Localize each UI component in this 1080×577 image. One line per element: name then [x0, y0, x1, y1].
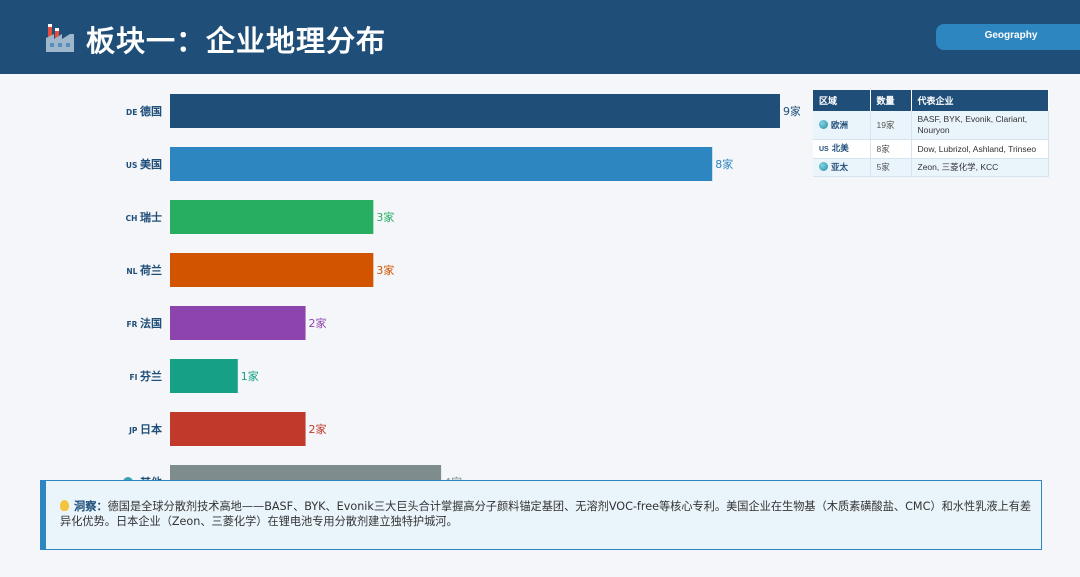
country-code: FI	[129, 373, 140, 382]
section-tag: Geography	[936, 24, 1080, 50]
bar-chart: DE 德国 9家 US 美国 8家 CH 瑞士 3家 NL 荷兰 3家 FR 法国 2家 FI 芬兰…	[123, 94, 800, 480]
data-label: 2家	[309, 316, 327, 330]
country-code: US	[126, 161, 140, 170]
table-row: 欧洲 19家 BASF, BYK, Evonik, Clariant, Nour…	[813, 111, 1049, 140]
category-label: CH 瑞士	[126, 210, 162, 224]
bar	[170, 147, 713, 181]
companies-cell: Zeon, 三菱化学, KCC	[911, 158, 1049, 177]
column-header: 代表企业	[911, 90, 1049, 111]
data-label: 8家	[715, 157, 733, 171]
data-label: 9家	[783, 104, 800, 118]
category-label: NL 荷兰	[126, 263, 162, 277]
count-cell: 19家	[870, 111, 912, 140]
data-label: 1家	[241, 369, 259, 383]
insight-text-block: 洞察：德国是全球分散剂技术高地——BASF、BYK、Evonik三大巨头合计掌握…	[60, 499, 1035, 529]
data-label: 4家	[444, 475, 462, 480]
country-code: JP	[128, 426, 140, 435]
country-name: 荷兰	[139, 263, 162, 277]
category-label: JP 日本	[128, 422, 162, 436]
section-tag-label: Geography	[984, 30, 1038, 41]
region-name: 亚太	[831, 162, 849, 172]
country-name: 瑞士	[140, 210, 162, 224]
bar	[170, 94, 780, 128]
factory-icon	[46, 24, 74, 52]
region-name: 欧洲	[831, 119, 849, 130]
table-row: 亚太 5家 Zeon, 三菱化学, KCC	[813, 158, 1049, 177]
table-row: US 北美 8家 Dow, Lubrizol, Ashland, Trinseo	[813, 139, 1049, 159]
page-title: 板块一：企业地理分布	[86, 24, 387, 58]
bar	[170, 306, 306, 340]
region-cell: 亚太	[813, 158, 871, 177]
globe-icon	[819, 162, 828, 171]
country-name: 德国	[139, 104, 162, 118]
country-name: 法国	[140, 316, 162, 330]
insight-box: 洞察：德国是全球分散剂技术高地——BASF、BYK、Evonik三大巨头合计掌握…	[40, 480, 1042, 550]
category-label: DE 德国	[126, 104, 162, 118]
count-cell: 5家	[870, 158, 912, 177]
column-header: 数量	[870, 90, 912, 111]
count-cell: 8家	[870, 139, 912, 159]
bar	[170, 359, 238, 393]
country-name: 芬兰	[139, 369, 162, 383]
lightbulb-icon	[60, 500, 69, 511]
data-label: 2家	[309, 422, 327, 436]
country-code: US	[819, 146, 829, 153]
globe-icon	[819, 119, 828, 129]
category-label: FR 法国	[126, 316, 162, 330]
table-header-row: 区域 数量 代表企业	[813, 90, 1049, 111]
insight-label: 洞察：	[74, 500, 108, 513]
region-name: 北美	[831, 143, 849, 153]
country-name: 日本	[140, 422, 162, 436]
country-code: NL	[126, 267, 140, 276]
column-header: 区域	[813, 90, 871, 111]
insight-text: 德国是全球分散剂技术高地——BASF、BYK、Evonik三大巨头合计掌握高分子…	[60, 500, 1032, 528]
country-name: 其他	[140, 475, 162, 480]
region-cell: US 北美	[813, 139, 871, 159]
companies-cell: BASF, BYK, Evonik, Clariant, Nouryon	[911, 111, 1049, 140]
bar	[170, 412, 306, 446]
bar	[170, 465, 442, 480]
data-label: 3家	[376, 210, 394, 224]
category-label: FI 芬兰	[129, 369, 162, 383]
category-label: US 美国	[126, 157, 162, 171]
country-code: FR	[126, 320, 140, 329]
header-bar: 板块一：企业地理分布 Geography	[0, 0, 1080, 74]
bar	[170, 253, 374, 287]
category-label: 其他	[140, 475, 162, 480]
data-label: 3家	[376, 263, 394, 277]
region-table: 区域 数量 代表企业 欧洲 19家 BASF, BYK, Evonik, Cla…	[813, 90, 1049, 177]
region-cell: 欧洲	[813, 111, 871, 140]
country-code: DE	[126, 108, 140, 117]
bar	[170, 200, 374, 234]
companies-cell: Dow, Lubrizol, Ashland, Trinseo	[911, 139, 1049, 159]
country-code: CH	[126, 214, 140, 223]
country-name: 美国	[140, 157, 162, 171]
globe-icon	[123, 477, 133, 480]
